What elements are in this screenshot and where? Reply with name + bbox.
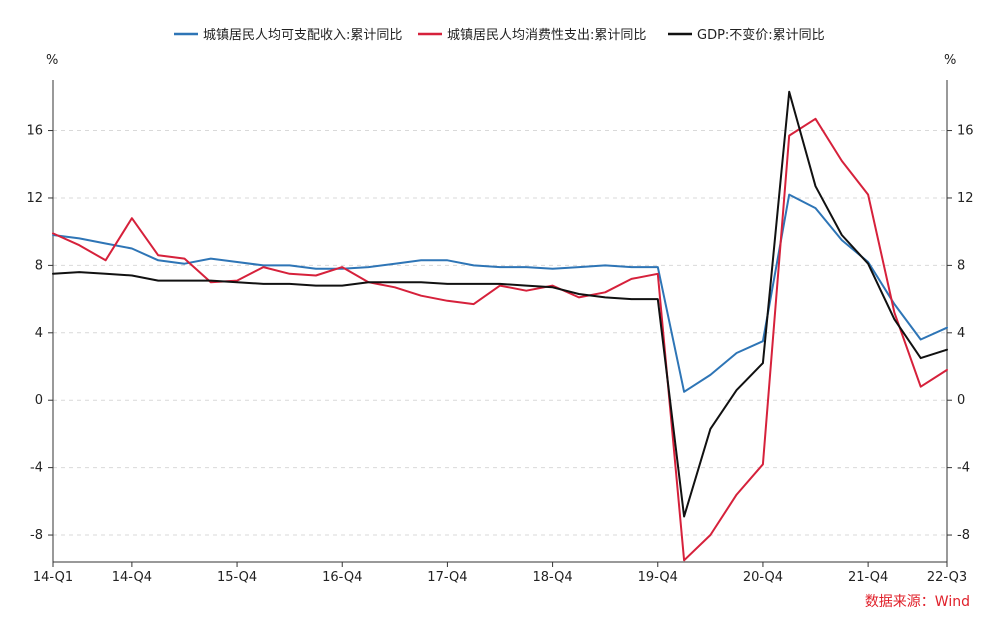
axes [48,80,952,567]
x-tick-label: 14-Q1 [33,570,73,585]
y-tick-label-left: 0 [35,393,43,408]
x-tick-label: 14-Q4 [112,570,152,585]
gridlines [53,130,947,536]
x-tick-label: 22-Q3 [927,570,967,585]
x-tick-label: 19-Q4 [638,570,678,585]
y-tick-label-left: 4 [35,326,43,341]
y-tick-label-right: 8 [957,258,965,273]
legend: 城镇居民人均可支配收入:累计同比 城镇居民人均消费性支出:累计同比 GDP:不变价:… [174,27,825,43]
y-tick-label-right: 0 [957,393,965,408]
y-tick-label-left: -4 [30,461,43,476]
x-tick-label: 21-Q4 [848,570,888,585]
series-lines [52,90,948,562]
y-tick-label-right: -4 [957,461,970,476]
y-tick-label-right: -8 [957,528,970,543]
x-ticks: 14-Q1 14-Q4 15-Q4 16-Q4 17-Q4 18-Q4 19-Q4 20-Q4… [33,570,967,585]
x-tick-label: 18-Q4 [532,570,572,585]
series-line-3 [52,90,948,518]
x-tick-label: 20-Q4 [743,570,783,585]
source-label: 数据来源：Wind [865,594,970,610]
y-ticks: -8 -8 -4 -4 0 0 4 4 8 8 12 12 16 16 [26,124,973,543]
y-tick-label-left: 8 [35,258,43,273]
series-line-1 [52,193,948,393]
y-tick-label-left: -8 [30,528,43,543]
series-line-2 [52,117,948,562]
legend-label-3: GDP:不变价:累计同比 [697,27,825,43]
x-tick-label: 15-Q4 [217,570,257,585]
y-tick-label-right: 4 [957,326,965,341]
legend-label-1: 城镇居民人均可支配收入:累计同比 [203,28,402,43]
legend-label-2: 城镇居民人均消费性支出:累计同比 [447,28,646,43]
y-tick-label-left: 12 [26,191,43,206]
y-tick-label-left: 16 [26,124,43,139]
y-unit-right: % [944,53,956,68]
y-tick-label-right: 16 [957,124,974,139]
x-tick-label: 17-Q4 [427,570,467,585]
x-tick-label: 16-Q4 [322,570,362,585]
y-tick-label-right: 12 [957,191,974,206]
y-unit-left: % [46,53,58,68]
